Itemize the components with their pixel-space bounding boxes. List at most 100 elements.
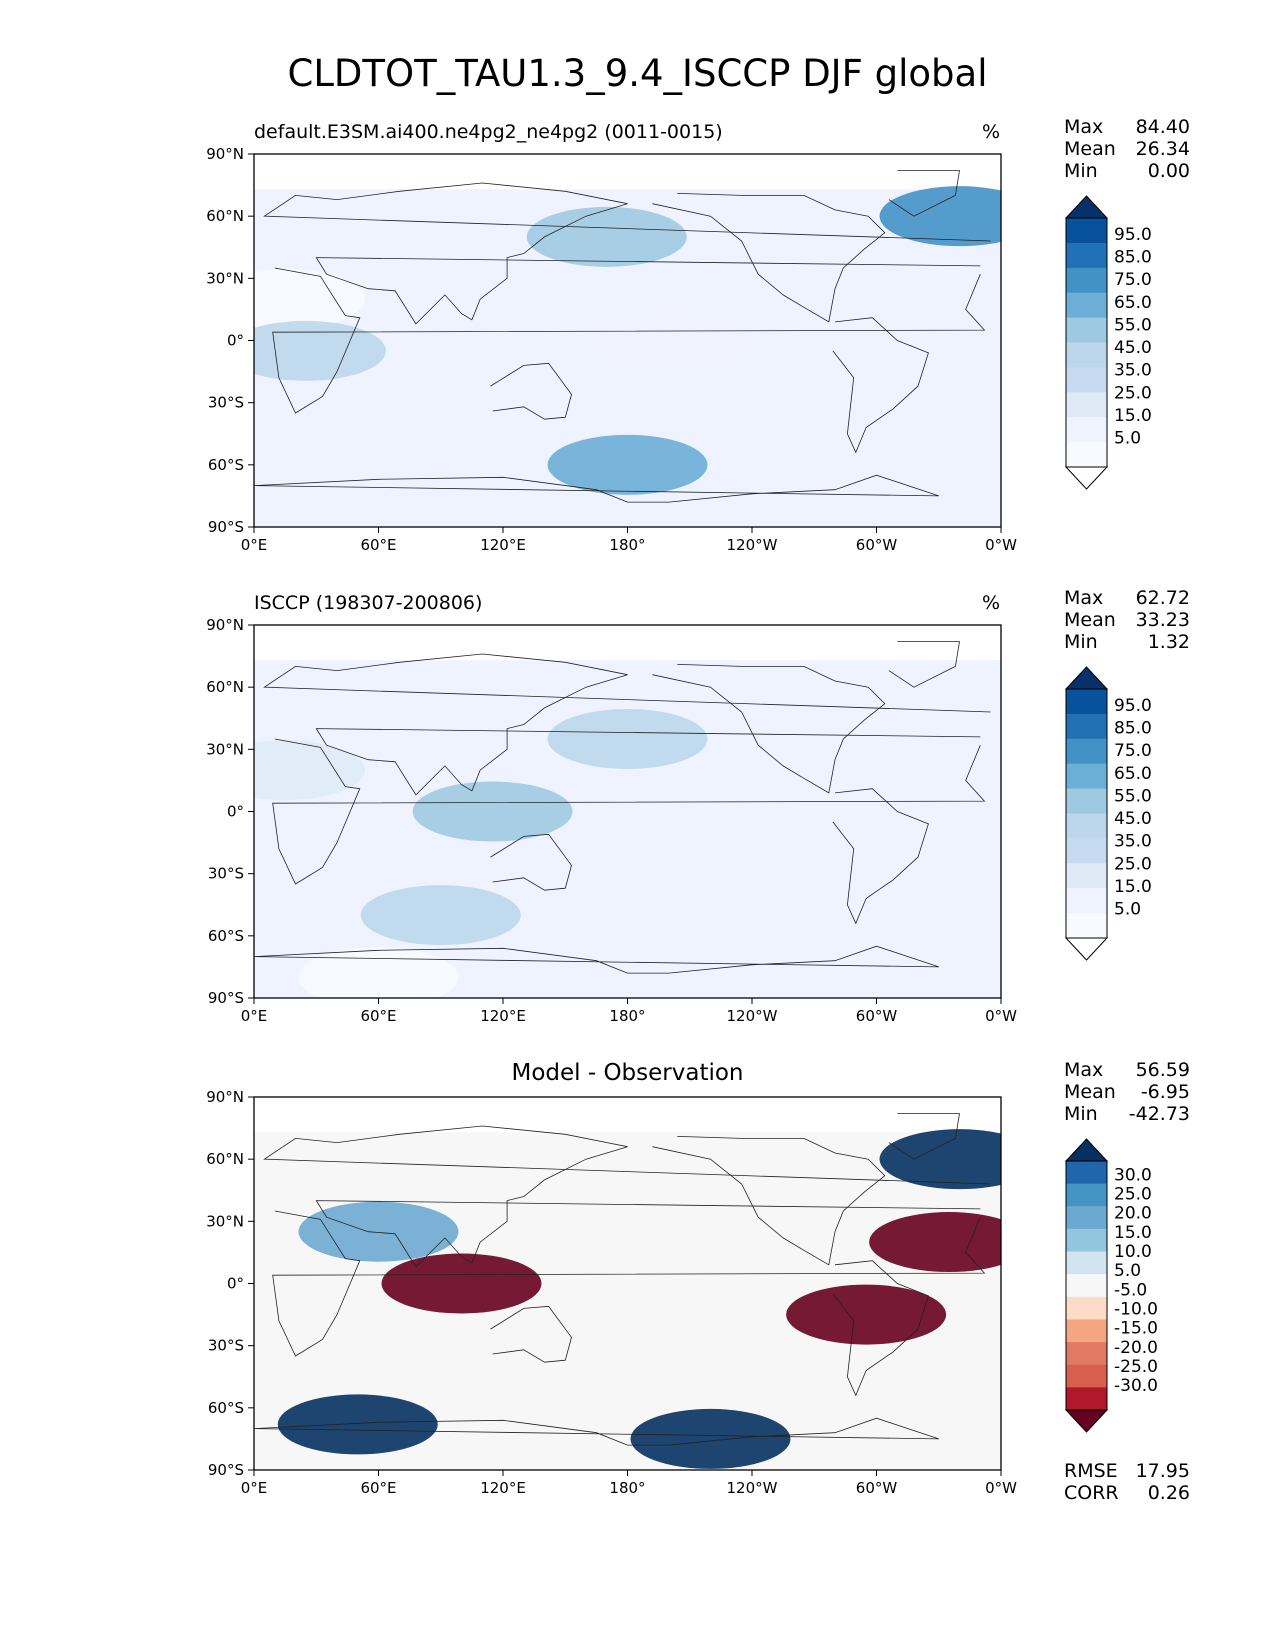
lon-tick-label: 180° [609,536,645,554]
region-blob [254,740,366,801]
stat-label: Min [1064,160,1098,182]
colorbar-cell [1066,367,1107,393]
coastline [888,641,960,688]
lon-tick-label: 180° [609,1479,645,1497]
stat-value: -42.73 [1128,1103,1190,1125]
colorbar-tick-label: 15.0 [1114,406,1152,426]
colorbar-tick-label: 35.0 [1114,361,1152,381]
coastline [254,945,939,974]
colorbar-cell [1066,763,1107,790]
coastline [832,788,929,925]
coastline [652,193,886,323]
colorbar-cell [1066,738,1107,765]
region-blob [630,1408,791,1469]
coastline [832,317,929,454]
map-panel-test: 90°N 60°N 30°N 0° 30°S 60°S 90°S0°E 60°E 120°E 18… [206,145,1152,554]
region-blob [547,434,708,495]
colorbar-tick-label: 65.0 [1114,293,1152,313]
region-blob [277,1394,438,1455]
colorbar-cell [1066,242,1107,269]
stat-label: Max [1064,1059,1104,1081]
lon-tick-label: 120°E [480,536,526,554]
colorbar-cell [1066,1161,1107,1185]
lat-tick-label: 60°S [208,1399,244,1417]
panel-units: % [982,121,1001,143]
region-blob [298,1201,459,1262]
coastline [272,738,986,885]
coastline [888,1113,960,1160]
colorbar-cell [1066,1296,1107,1320]
coastline [832,1260,929,1397]
colorbar-cell [1066,1251,1107,1275]
lat-tick-label: 0° [227,332,244,350]
colorbar: 30.025.020.015.010.05.0-5.0-10.0-15.0-20… [1064,1138,1158,1433]
lon-tick-label: 0°W [985,1479,1017,1497]
coastline [263,182,991,325]
colorbar-tick-label: 10.0 [1114,1242,1152,1262]
panel-label: ISCCP (198307-200806) [254,592,483,614]
stat-label: Mean [1064,138,1116,160]
lon-tick-label: 60°E [360,1007,396,1025]
lon-tick-label: 120°E [480,1479,526,1497]
coastline [888,170,960,217]
colorbar-cell [1066,1274,1107,1298]
lon-tick-label: 0°E [241,536,268,554]
coastline [490,362,572,420]
region-blob [381,1253,542,1314]
region-blob [412,781,573,842]
lat-tick-label: 30°S [208,1337,244,1355]
coastline [254,1417,939,1446]
coastline [272,267,986,414]
stat-value: 0.00 [1147,160,1190,182]
lon-tick-label: 60°W [856,536,898,554]
colorbar-cell [1066,392,1107,418]
lat-tick-label: 60°S [208,927,244,945]
region-blob [547,708,708,769]
region-blob [360,885,521,946]
stat-value: 84.40 [1135,116,1190,138]
stat-label: Mean [1064,1081,1116,1103]
lat-tick-label: 30°N [206,1212,244,1230]
colorbar-cell [1066,888,1107,914]
lat-tick-label: 60°N [206,1150,244,1168]
lon-tick-label: 60°W [856,1007,898,1025]
colorbar-cell [1066,342,1107,368]
lon-tick-label: 120°W [727,536,778,554]
colorbar-tick-label: 15.0 [1114,1223,1152,1243]
colorbar-cell [1066,218,1107,244]
colorbar-cell [1066,292,1107,319]
lon-tick-label: 60°E [360,1479,396,1497]
map-field-test [254,170,1001,527]
lon-tick-label: 0°E [241,1479,268,1497]
stat-value: 0.26 [1147,1482,1190,1504]
colorbar-tick-label: 5.0 [1114,1261,1141,1281]
colorbar-extend-min [1064,937,1109,961]
coastline [272,1210,986,1357]
colorbar-tick-label: 85.0 [1114,247,1152,267]
region-blob [526,206,687,267]
map-field-ref [254,641,1001,998]
colorbar-cell [1066,1387,1107,1411]
coastline [652,664,886,794]
panel-centered-title: Model - Observation [511,1060,744,1086]
colorbar-cell [1066,1319,1107,1343]
colorbar-tick-label: -25.0 [1114,1357,1158,1377]
lat-tick-label: 60°N [206,207,244,225]
region-blob [254,269,366,330]
stat-value: -6.95 [1140,1081,1190,1103]
colorbar-cell [1066,267,1107,294]
colorbar-tick-label: 65.0 [1114,764,1152,784]
stat-label: Max [1064,116,1104,138]
colorbar-cell [1066,713,1107,740]
lat-tick-label: 30°N [206,740,244,758]
lat-tick-label: 90°N [206,145,244,163]
colorbar-tick-label: 25.0 [1114,1185,1152,1205]
colorbar-tick-label: 95.0 [1114,696,1152,716]
panel-label: default.E3SM.ai400.ne4pg2_ne4pg2 (0011-0… [254,121,723,143]
coastline [490,833,572,891]
lat-tick-label: 30°N [206,269,244,287]
colorbar-tick-label: 85.0 [1114,718,1152,738]
colorbar-tick-label: 75.0 [1114,741,1152,761]
stat-value: 62.72 [1135,587,1190,609]
stat-value: 1.32 [1147,631,1190,653]
